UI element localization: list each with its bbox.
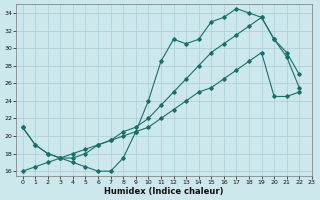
X-axis label: Humidex (Indice chaleur): Humidex (Indice chaleur) bbox=[104, 187, 224, 196]
